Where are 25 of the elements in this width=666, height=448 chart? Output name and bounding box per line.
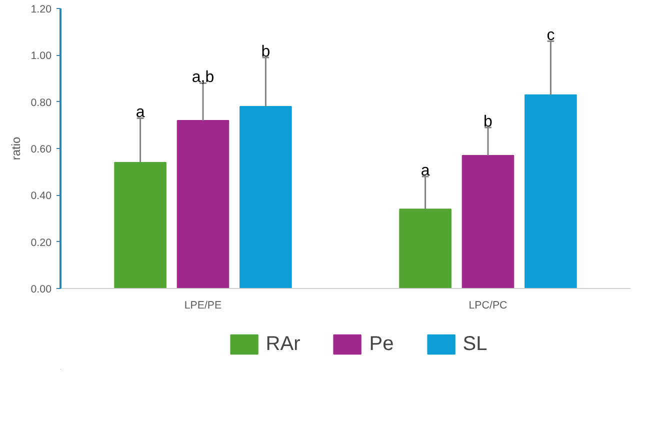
bar xyxy=(176,120,230,288)
y-tick-label: 0.60 xyxy=(30,144,52,156)
y-tick-label: 1.20 xyxy=(30,4,52,16)
y-tick-label: 1.00 xyxy=(30,50,52,62)
y-axis-title: ratio xyxy=(8,136,23,160)
y-tick-label: 0.40 xyxy=(30,190,52,202)
x-tick-label: LPC/PC xyxy=(468,300,508,312)
x-tick-label: LPE/PE xyxy=(184,300,222,312)
y-tick-label: 0.00 xyxy=(30,284,52,296)
y-tick-label: 0.80 xyxy=(30,96,52,109)
data-label: c xyxy=(546,27,555,44)
bar xyxy=(240,106,292,288)
data-label: b xyxy=(484,114,493,130)
bar xyxy=(399,208,452,288)
y-tick-label: 0.20 xyxy=(30,236,52,249)
legend-label: RAr xyxy=(266,332,300,356)
bar xyxy=(462,155,514,288)
bar xyxy=(114,162,166,288)
data-label: a xyxy=(136,104,145,122)
data-label: a,b xyxy=(192,69,214,86)
data-label: a xyxy=(420,162,430,180)
data-label: b xyxy=(261,44,270,60)
legend-label: Pe xyxy=(369,332,394,356)
legend-label: SL xyxy=(462,332,488,356)
bar xyxy=(524,94,577,288)
